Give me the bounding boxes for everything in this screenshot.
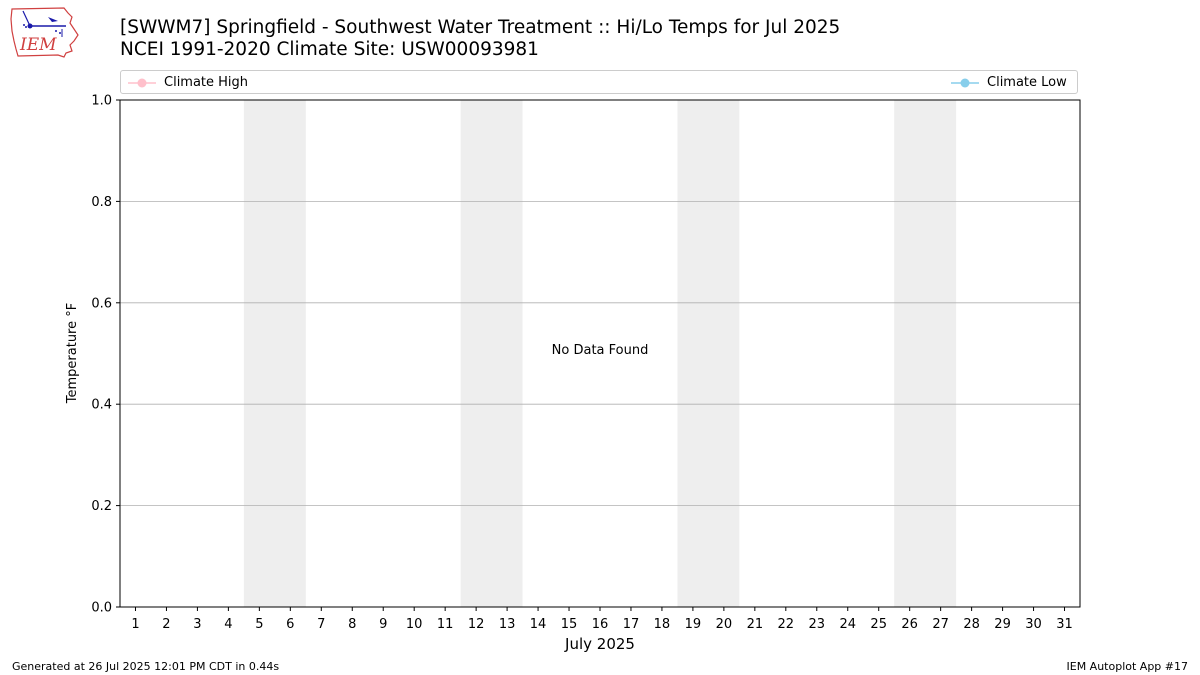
x-tick-label: 26 <box>901 617 918 632</box>
x-tick-label: 11 <box>437 617 454 632</box>
x-tick-label: 8 <box>348 617 356 632</box>
x-tick-label: 23 <box>809 617 826 632</box>
x-tick-label: 22 <box>778 617 795 632</box>
chart-subtitle: NCEI 1991-2020 Climate Site: USW00093981 <box>120 39 539 60</box>
weekend-band-1 <box>460 100 523 607</box>
x-tick-label: 25 <box>870 617 887 632</box>
footer-generated: Generated at 26 Jul 2025 12:01 PM CDT in… <box>12 660 280 673</box>
x-tick-label: 6 <box>286 617 294 632</box>
x-tick-label: 27 <box>932 617 949 632</box>
x-axis-label: July 2025 <box>564 635 635 653</box>
x-tick-label: 9 <box>379 617 387 632</box>
iem-logo: IEM <box>8 5 80 59</box>
x-axis-ticks: 1 2 3 4 5 6 7 8 9 10 11 12 13 14 15 16 17 18 19 20 21 22 23 24 2… <box>131 607 1073 632</box>
grid-lines <box>120 200 1080 507</box>
x-tick-label: 15 <box>561 617 578 632</box>
x-tick-label: 28 <box>963 617 980 632</box>
x-tick-label: 16 <box>592 617 609 632</box>
y-tick-label: 0.4 <box>91 398 112 413</box>
x-tick-label: 7 <box>317 617 325 632</box>
y-axis-label: Temperature °F <box>65 303 80 404</box>
x-tick-label: 20 <box>716 617 733 632</box>
legend-item-climate-high: Climate High <box>126 74 286 92</box>
no-data-annotation: No Data Found <box>552 343 649 358</box>
x-tick-label: 21 <box>747 617 764 632</box>
x-tick-label: 10 <box>406 617 423 632</box>
x-tick-label: 29 <box>994 617 1011 632</box>
y-tick-label: 0.2 <box>91 499 112 514</box>
x-tick-label: 13 <box>499 617 516 632</box>
x-tick-label: 3 <box>193 617 201 632</box>
x-tick-label: 31 <box>1056 617 1073 632</box>
weekend-band-3 <box>894 100 957 607</box>
y-tick-label: 0.6 <box>91 296 112 311</box>
legend: Climate High Climate Low <box>120 70 1078 94</box>
x-tick-label: 1 <box>131 617 139 632</box>
x-tick-label: 24 <box>839 617 856 632</box>
y-tick-label: 0.8 <box>91 195 112 210</box>
legend-item-climate-low: Climate Low <box>949 74 1079 92</box>
x-tick-label: 17 <box>623 617 640 632</box>
y-axis-ticks: 0.0 0.2 0.4 0.6 0.8 1.0 <box>91 94 120 616</box>
legend-swatch-climate-low <box>951 78 979 88</box>
chart-title: [SWWM7] Springfield - Southwest Water Tr… <box>120 17 841 38</box>
weekend-band-0 <box>243 100 306 607</box>
x-tick-label: 4 <box>224 617 232 632</box>
x-tick-label: 14 <box>530 617 547 632</box>
y-tick-label: 0.0 <box>91 601 112 616</box>
footer-app: IEM Autoplot App #17 <box>1066 660 1189 673</box>
x-tick-label: 19 <box>685 617 702 632</box>
x-tick-label: 18 <box>654 617 671 632</box>
x-tick-label: 30 <box>1025 617 1042 632</box>
logo-text: IEM <box>19 35 57 55</box>
legend-swatch-climate-high <box>128 78 156 88</box>
weekend-band-2 <box>677 100 740 607</box>
x-tick-label: 12 <box>468 617 485 632</box>
legend-label-climate-low: Climate Low <box>987 75 1067 90</box>
y-tick-label: 1.0 <box>91 94 112 109</box>
legend-label-climate-high: Climate High <box>164 75 249 90</box>
x-tick-label: 5 <box>255 617 263 632</box>
weekend-bands <box>243 100 957 607</box>
x-tick-label: 2 <box>162 617 170 632</box>
